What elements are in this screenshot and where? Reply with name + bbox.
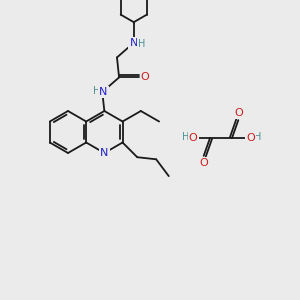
Text: H: H — [254, 132, 262, 142]
Text: N: N — [100, 148, 109, 158]
Text: H: H — [138, 39, 146, 49]
Text: O: O — [189, 133, 197, 143]
Text: O: O — [247, 133, 255, 143]
Text: H: H — [182, 132, 190, 142]
Text: O: O — [141, 72, 149, 82]
Text: O: O — [234, 108, 243, 118]
Text: N: N — [99, 87, 107, 97]
Text: H: H — [93, 86, 100, 96]
Text: N: N — [130, 38, 138, 48]
Text: O: O — [199, 158, 208, 168]
